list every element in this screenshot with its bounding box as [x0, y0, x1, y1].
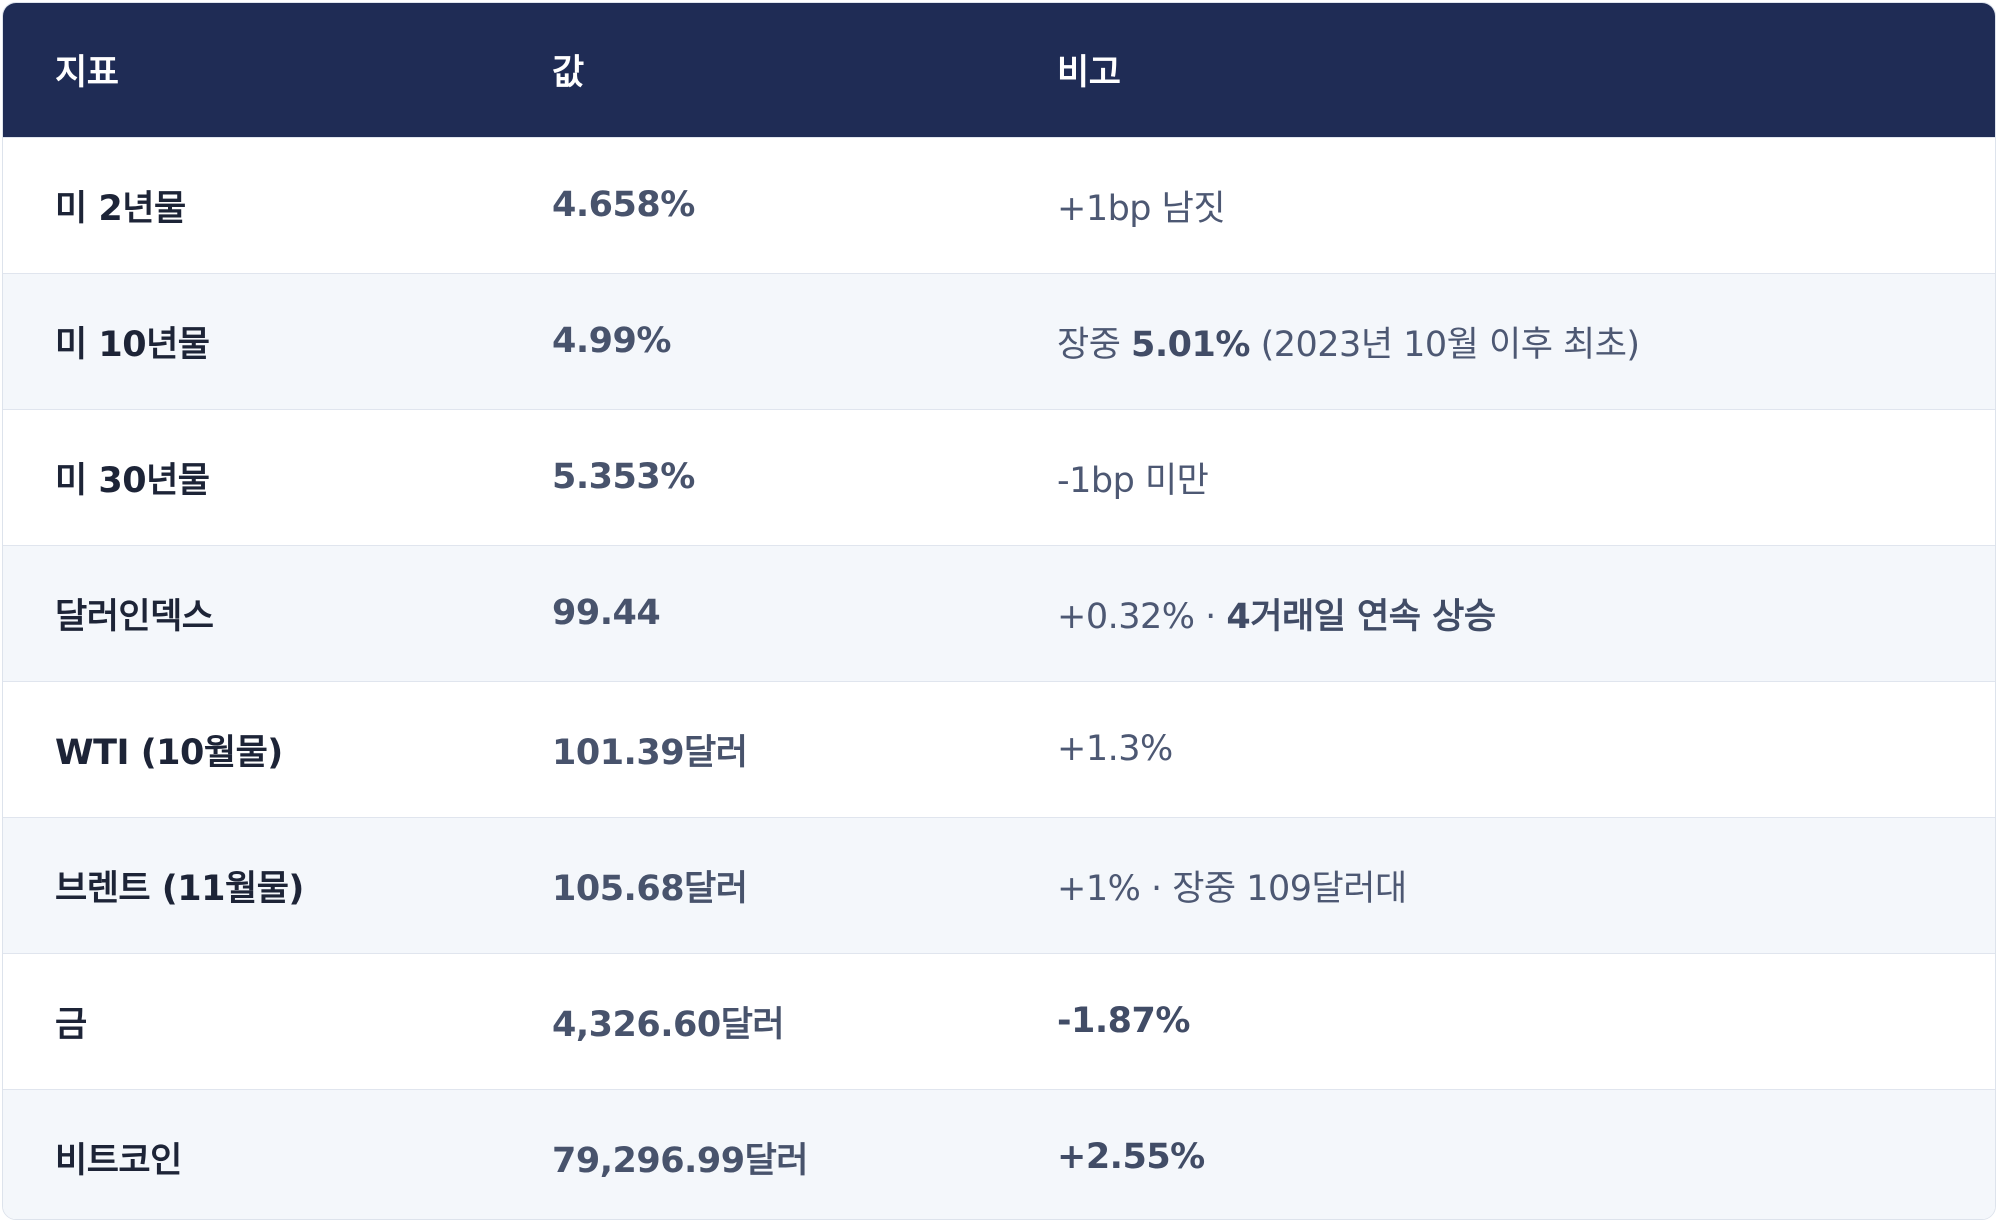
note-cell: +0.32% · 4거래일 연속 상승 — [1005, 545, 1995, 681]
note-cell: -1bp 미만 — [1005, 409, 1995, 545]
note-text: +1.3% — [1057, 729, 1173, 769]
indicator-cell: 미 30년물 — [55, 460, 210, 501]
note-cell: +1% · 장중 109달러대 — [1005, 817, 1995, 953]
value-cell: 4,326.60달러 — [552, 1004, 785, 1045]
indicator-cell: 비트코인 — [55, 1140, 182, 1181]
table-row: 달러인덱스 99.44 +0.32% · 4거래일 연속 상승 — [3, 545, 1995, 681]
note-cell: +1.3% — [1005, 681, 1995, 817]
indicator-cell: 금 — [55, 1004, 87, 1045]
table-row: 미 10년물 4.99% 장중 5.01% (2023년 10월 이후 최초) — [3, 273, 1995, 409]
value-cell: 105.68달러 — [552, 868, 748, 909]
note-text: +0.32% · — [1057, 596, 1227, 637]
note-emphasis: 4거래일 연속 상승 — [1226, 596, 1496, 637]
indicator-cell: WTI (10월물) — [55, 732, 283, 773]
table-row: WTI (10월물) 101.39달러 +1.3% — [3, 681, 1995, 817]
indicator-cell: 미 2년물 — [55, 188, 186, 229]
table-row: 금 4,326.60달러 -1.87% — [3, 953, 1995, 1089]
table-row: 비트코인 79,296.99달러 +2.55% — [3, 1089, 1995, 1219]
value-cell: 4.658% — [552, 185, 695, 225]
note-emphasis: 5.01% — [1131, 324, 1250, 365]
header-cell: 비고 — [1057, 53, 1121, 94]
note-text: +1bp 남짓 — [1057, 188, 1226, 229]
value-cell: 101.39달러 — [552, 732, 748, 773]
note-text: 장중 — [1057, 324, 1132, 365]
value-cell: 99.44 — [552, 593, 661, 633]
value-cell: 4.99% — [552, 321, 671, 361]
note-cell: +2.55% — [1005, 1089, 1995, 1219]
indicator-cell: 달러인덱스 — [55, 596, 214, 637]
value-cell: 79,296.99달러 — [552, 1140, 808, 1181]
indicator-cell: 브렌트 (11월물) — [55, 868, 304, 909]
header-cell: 지표 — [55, 53, 119, 94]
table-header: 지표 값 비고 — [3, 3, 1995, 137]
indicator-cell: 미 10년물 — [55, 324, 210, 365]
note-text: (2023년 10월 이후 최초) — [1249, 324, 1640, 365]
table-row: 브렌트 (11월물) 105.68달러 +1% · 장중 109달러대 — [3, 817, 1995, 953]
table-row: 미 2년물 4.658% +1bp 남짓 — [3, 137, 1995, 273]
header-cell: 값 — [552, 53, 584, 94]
note-emphasis: -1.87% — [1057, 1001, 1190, 1041]
note-cell: 장중 5.01% (2023년 10월 이후 최초) — [1005, 273, 1995, 409]
table-row: 미 30년물 5.353% -1bp 미만 — [3, 409, 1995, 545]
value-cell: 5.353% — [552, 457, 695, 497]
note-cell: +1bp 남짓 — [1005, 137, 1995, 273]
note-cell: -1.87% — [1005, 953, 1995, 1089]
note-text: -1bp 미만 — [1057, 460, 1209, 501]
note-emphasis: +2.55% — [1057, 1137, 1205, 1178]
header-row: 지표 값 비고 — [3, 3, 1995, 137]
note-text: +1% · 장중 109달러대 — [1057, 868, 1407, 909]
